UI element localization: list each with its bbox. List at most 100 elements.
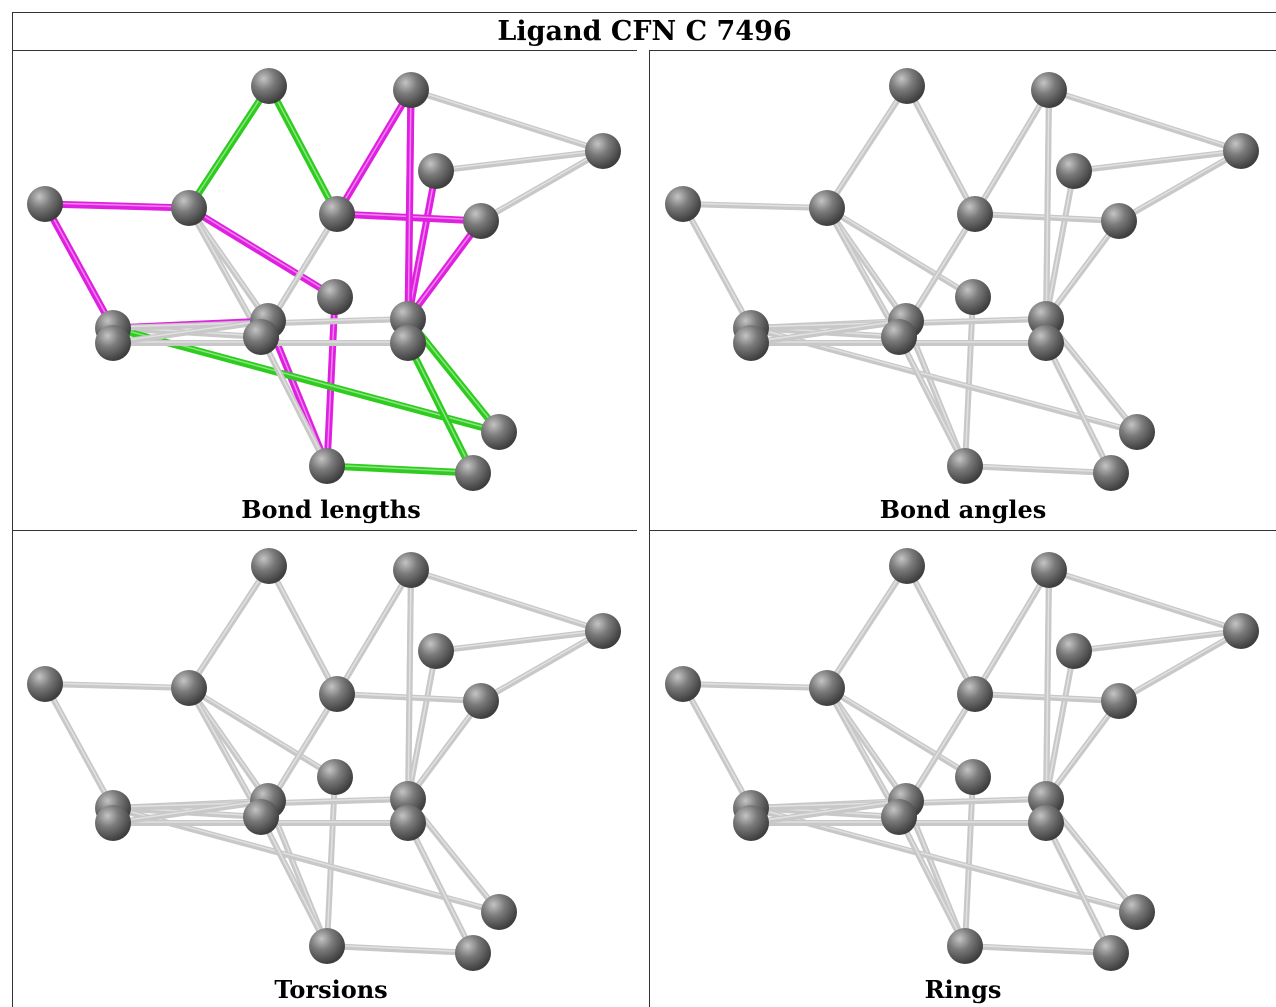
atom-0	[251, 68, 287, 104]
bond-magenta-5-8	[185, 204, 339, 301]
bond-default-12-9	[110, 798, 271, 826]
bond-default-1-6	[972, 87, 1052, 217]
atom-8	[317, 759, 353, 795]
panel-label-bond-lengths: Bond lengths	[241, 495, 421, 524]
atom-13	[243, 799, 279, 835]
bond-shine-4-5	[44, 202, 190, 208]
bond-shine-16-17	[326, 464, 474, 473]
bond-green-14-17	[404, 339, 477, 477]
atom-1	[393, 72, 429, 108]
bond-default-5-8	[824, 205, 976, 300]
bond-shine-0-6	[906, 564, 976, 694]
bond-shine-1-2	[1048, 568, 1242, 631]
bond-shine-4-11	[44, 202, 114, 328]
bond-default-1-2	[1046, 87, 1244, 154]
molecule-view-rings	[665, 548, 1259, 971]
atom-1	[393, 552, 429, 588]
bond-magenta-3-10	[404, 167, 440, 323]
bond-default-5-13	[824, 205, 902, 340]
atom-14	[390, 805, 426, 841]
atom-14	[1028, 325, 1064, 361]
bond-green-0-6	[265, 82, 341, 218]
atom-17	[1093, 935, 1129, 971]
atom-2	[585, 133, 621, 169]
bond-default-1-2	[408, 567, 606, 634]
bond-default-16-17	[324, 943, 476, 956]
atom-16	[309, 448, 345, 484]
atom-15	[481, 414, 517, 450]
figure-frame: Ligand CFN C 7496 Bond lengths Bond angl…	[12, 12, 1276, 1007]
bond-green-16-17	[323, 462, 477, 477]
left-border	[12, 12, 13, 1007]
bond-shine-16-17	[326, 944, 474, 953]
atom-12	[733, 805, 769, 841]
bond-shine-0-5	[188, 564, 270, 688]
atom-6	[319, 196, 355, 232]
atom-2	[585, 613, 621, 649]
bond-shine-7-10	[407, 699, 482, 799]
panel-label-bond-angles: Bond angles	[879, 495, 1047, 524]
atom-7	[1101, 683, 1137, 719]
bond-shine-14-17	[1045, 821, 1112, 953]
bond-magenta-4-11	[41, 200, 117, 332]
bond-default-16-17	[962, 943, 1114, 956]
bond-shine-2-3	[435, 149, 604, 171]
bond-default-2-3	[1071, 148, 1244, 174]
bond-default-14-17	[1043, 820, 1114, 956]
bond-shine-2-7	[1118, 629, 1242, 701]
bond-shine-5-13	[188, 686, 262, 817]
bond-shine-1-6	[336, 568, 412, 694]
bond-shine-2-7	[480, 629, 604, 701]
bond-default-4-5	[680, 201, 830, 211]
bond-shine-5-8	[188, 206, 336, 297]
atom-7	[463, 203, 499, 239]
bond-shine-7-10	[1045, 699, 1120, 799]
atom-12	[733, 325, 769, 361]
bond-default-0-5	[824, 83, 910, 211]
bond-default-1-14	[405, 567, 414, 826]
atom-1	[1031, 552, 1067, 588]
bond-shine-1-2	[410, 88, 604, 151]
bond-shine-5-8	[188, 686, 336, 777]
atom-2	[1223, 613, 1259, 649]
bond-default-3-10	[405, 648, 439, 802]
atom-5	[809, 190, 845, 226]
bond-default-7-10	[1043, 218, 1122, 322]
bond-shine-7-10	[1045, 219, 1120, 319]
atom-5	[809, 670, 845, 706]
molecule-view-torsions	[27, 548, 621, 971]
bond-shine-5-8	[826, 206, 974, 297]
panel-bond-lengths: Bond lengths	[13, 51, 649, 530]
atom-5	[171, 190, 207, 226]
bond-magenta-1-14	[404, 86, 415, 347]
bond-shine-3-10	[1045, 649, 1075, 799]
bond-default-4-5	[680, 681, 830, 691]
bond-shine-1-14	[1045, 88, 1050, 343]
panel-bond-angles: Bond angles	[650, 51, 1276, 530]
bond-shine-13-16	[898, 815, 966, 946]
figure-title: Ligand CFN C 7496	[12, 12, 1276, 50]
atom-4	[665, 186, 701, 222]
bond-shine-1-6	[974, 88, 1050, 214]
bond-shine-0-6	[906, 84, 976, 214]
atom-15	[1119, 894, 1155, 930]
bond-shine-12-9	[112, 319, 269, 343]
atom-1	[1031, 72, 1067, 108]
atom-0	[889, 68, 925, 104]
bond-default-5-13	[186, 685, 264, 820]
bond-shine-2-3	[1073, 149, 1242, 171]
bond-shine-0-5	[826, 564, 908, 688]
bond-default-8-16	[962, 294, 976, 469]
atom-12	[95, 325, 131, 361]
bond-shine-13-16	[260, 335, 328, 466]
bond-default-3-10	[1043, 648, 1077, 802]
bond-default-1-6	[972, 567, 1052, 697]
atom-17	[1093, 455, 1129, 491]
atom-0	[251, 548, 287, 584]
bond-default-14-17	[1043, 340, 1114, 476]
bond-shine-5-13	[826, 206, 900, 337]
bond-default-7-10	[405, 698, 484, 802]
atom-3	[418, 153, 454, 189]
bond-shine-4-5	[682, 682, 828, 688]
bond-default-8-16	[324, 774, 338, 949]
